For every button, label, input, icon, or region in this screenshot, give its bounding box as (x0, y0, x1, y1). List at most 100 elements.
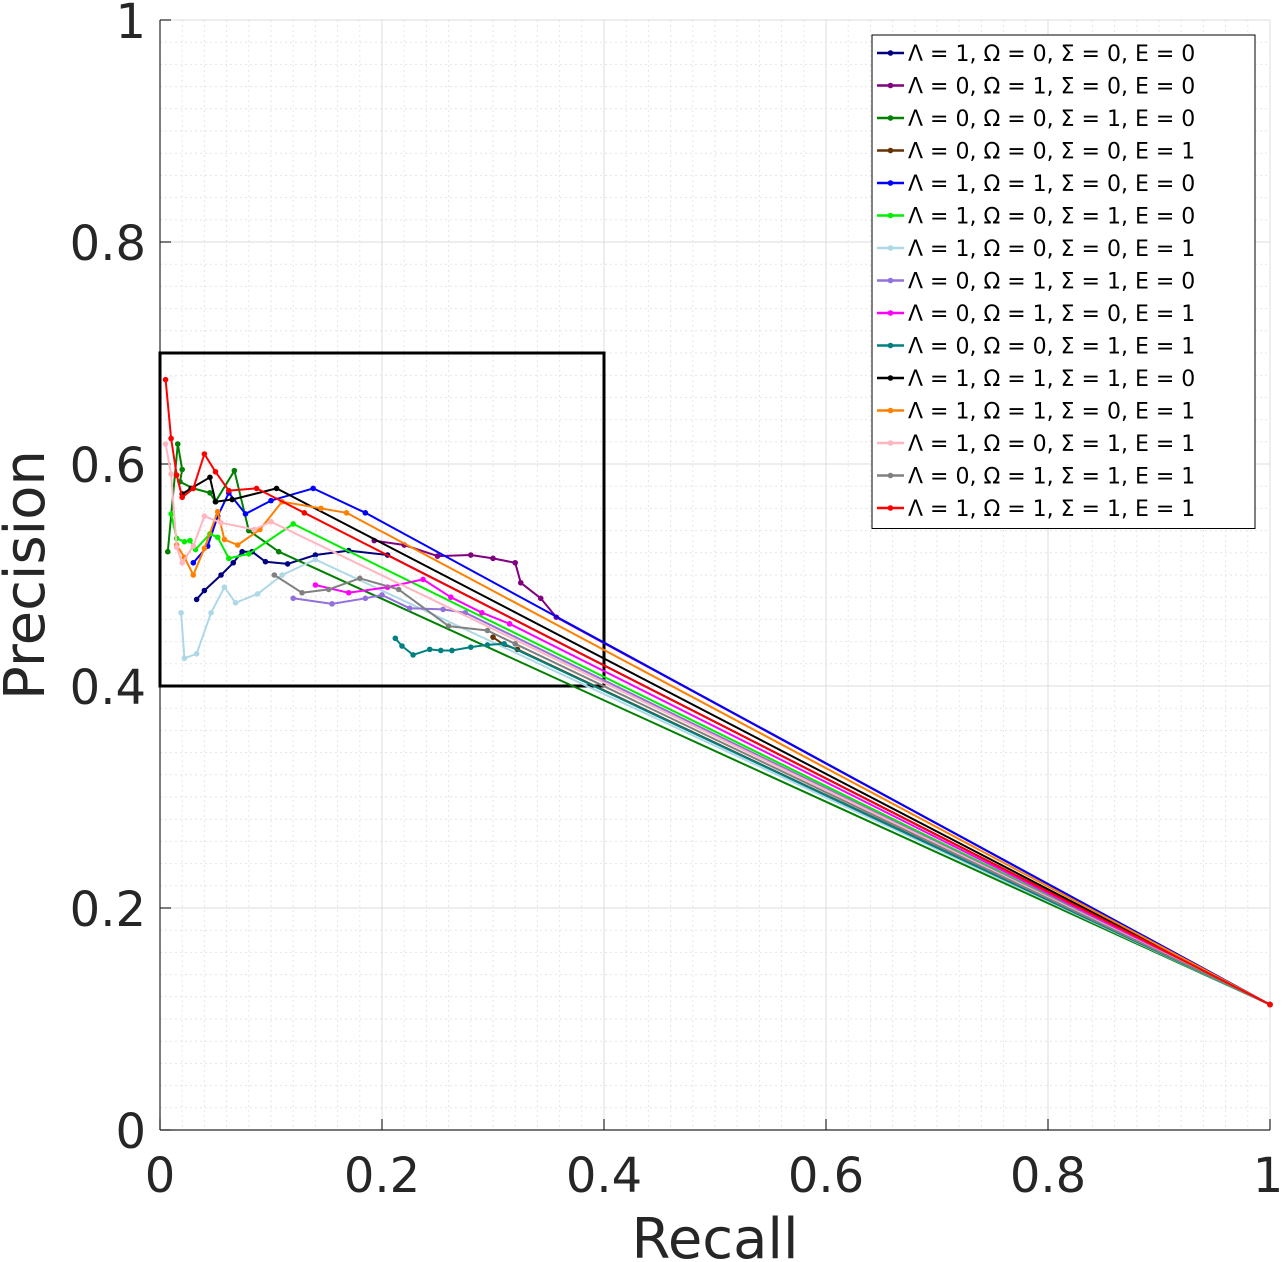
data-point (230, 559, 237, 566)
data-point (242, 511, 249, 517)
legend-swatch-marker (887, 505, 894, 511)
data-point (212, 468, 219, 475)
data-point (438, 647, 444, 654)
legend-swatch-marker (887, 180, 894, 186)
data-point (440, 606, 446, 613)
data-point (343, 510, 350, 516)
x-axis-label: Recall (631, 1207, 798, 1262)
data-point (392, 635, 399, 642)
legend-item: Λ = 1, Ω = 1, Σ = 1, E = 1 (877, 497, 1195, 522)
data-point (299, 589, 305, 596)
data-point (254, 591, 261, 597)
series-line (164, 443, 1271, 1006)
data-point (214, 508, 221, 515)
data-point (173, 544, 180, 551)
data-point (181, 655, 188, 662)
data-point (468, 552, 474, 558)
legend-label: Λ = 0, Ω = 1, Σ = 1, E = 1 (908, 465, 1195, 490)
data-point (187, 537, 193, 544)
data-point (179, 466, 185, 473)
data-point (290, 521, 297, 527)
data-point (445, 623, 452, 629)
y-tick-label: 0 (115, 1104, 146, 1160)
legend-swatch-marker (887, 277, 894, 284)
data-point (399, 643, 405, 649)
data-point (178, 609, 184, 616)
data-point (312, 556, 319, 563)
legend-item: Λ = 0, Ω = 1, Σ = 1, E = 0 (877, 270, 1195, 295)
series-line (394, 637, 1271, 1006)
data-point (395, 586, 402, 593)
legend-label: Λ = 1, Ω = 0, Σ = 1, E = 0 (908, 205, 1195, 230)
series-7 (178, 556, 1273, 1008)
data-point (226, 555, 232, 562)
data-point (448, 594, 454, 600)
legend-swatch-marker (887, 50, 894, 56)
data-point (168, 435, 174, 442)
series-15 (162, 376, 1273, 1008)
data-point (262, 558, 269, 565)
data-point (284, 561, 291, 567)
x-tick-label: 0.2 (344, 1148, 420, 1204)
y-tick-label: 0.4 (70, 660, 146, 716)
x-tick-label: 0.4 (566, 1148, 642, 1204)
data-point (310, 485, 316, 492)
legend-swatch-marker (887, 375, 894, 381)
series-line (180, 558, 1271, 1006)
data-point (420, 576, 426, 583)
data-point (449, 647, 455, 654)
data-point (221, 536, 228, 543)
legend-label: Λ = 1, Ω = 1, Σ = 1, E = 0 (908, 367, 1195, 392)
data-point (201, 545, 208, 552)
series-line (315, 578, 1271, 1006)
y-tick-labels: 0 0.2 0.4 0.6 0.8 1 (70, 0, 146, 1160)
data-point (173, 472, 180, 478)
data-point (212, 498, 219, 505)
data-point (168, 471, 174, 477)
legend-item: Λ = 0, Ω = 1, Σ = 0, E = 0 (877, 75, 1195, 100)
data-point (479, 609, 485, 616)
legend-label: Λ = 0, Ω = 0, Σ = 0, E = 1 (908, 140, 1195, 165)
data-point (201, 513, 208, 519)
x-tick-label: 0 (145, 1148, 176, 1204)
legend-swatch-marker (887, 310, 894, 316)
data-point (164, 548, 171, 555)
legend-label: Λ = 0, Ω = 1, Σ = 0, E = 0 (908, 75, 1195, 100)
data-point (357, 575, 363, 582)
y-tick-label: 0.2 (70, 882, 146, 938)
data-point (271, 572, 278, 578)
data-point (218, 520, 224, 526)
series-line (293, 594, 1271, 1006)
legend-item: Λ = 1, Ω = 0, Σ = 0, E = 0 (877, 42, 1195, 67)
data-point (231, 467, 238, 474)
data-point (218, 572, 224, 578)
data-point (207, 490, 213, 496)
data-point (537, 595, 544, 602)
legend-label: Λ = 1, Ω = 0, Σ = 1, E = 1 (908, 432, 1195, 457)
x-tick-label: 0.6 (788, 1148, 864, 1204)
data-point (234, 542, 241, 548)
legend-item: Λ = 1, Ω = 1, Σ = 0, E = 0 (877, 172, 1195, 197)
data-point (490, 555, 496, 562)
data-point (162, 441, 169, 447)
legend-swatch-marker (887, 342, 894, 349)
data-point (290, 595, 297, 602)
legend-item: Λ = 1, Ω = 0, Σ = 1, E = 0 (877, 205, 1195, 230)
data-point (207, 474, 213, 481)
legend-label: Λ = 0, Ω = 1, Σ = 0, E = 1 (908, 302, 1195, 327)
data-point (239, 548, 245, 555)
data-point (329, 601, 335, 607)
legend-label: Λ = 1, Ω = 1, Σ = 0, E = 0 (908, 172, 1195, 197)
legend-swatch-marker (887, 407, 894, 414)
data-point (168, 511, 174, 517)
data-point (190, 572, 197, 578)
legend-label: Λ = 1, Ω = 0, Σ = 0, E = 0 (908, 42, 1195, 67)
data-point (179, 494, 185, 501)
legend-label: Λ = 0, Ω = 0, Σ = 1, E = 1 (908, 335, 1195, 360)
data-point (410, 652, 416, 658)
series-13 (162, 441, 1273, 1008)
legend-swatch-marker (887, 245, 894, 251)
data-point (208, 609, 214, 616)
data-point (268, 518, 274, 525)
data-point (201, 451, 208, 457)
